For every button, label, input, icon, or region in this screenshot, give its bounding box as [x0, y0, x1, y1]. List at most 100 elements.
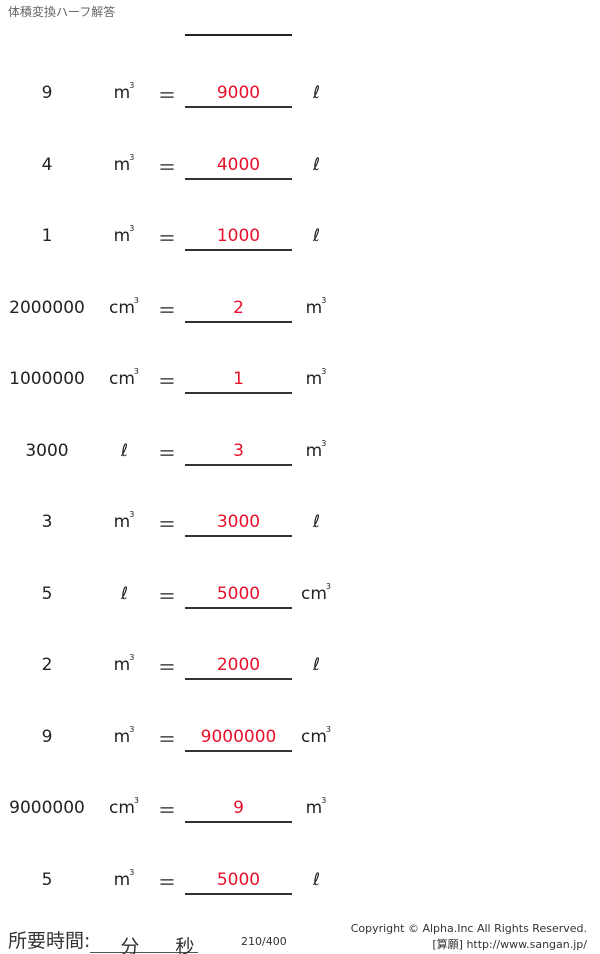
problem-row: 4 m3 ＝ 4000 ℓ: [0, 153, 600, 185]
from-unit-exponent: 3: [133, 796, 139, 805]
answer-field[interactable]: 1: [185, 369, 292, 394]
given-value: 2000000: [9, 297, 85, 318]
to-unit-symbol: m: [305, 440, 323, 461]
answer-field[interactable]: 2: [185, 298, 292, 323]
equals-sign: ＝: [158, 372, 176, 393]
to-unit-exponent: 3: [321, 796, 327, 805]
worksheet-title: 体積変換ハーフ解答: [8, 5, 116, 19]
from-unit-exponent: 3: [133, 295, 139, 305]
to-unit: ℓ: [296, 655, 336, 675]
from-unit-exponent: 3: [129, 653, 135, 662]
problem-row: 5 m3 ＝ 5000 ℓ: [0, 867, 600, 900]
site-link[interactable]: [算願] http://www.sangan.jp/: [432, 938, 587, 951]
from-unit-symbol: cm: [108, 369, 135, 389]
to-unit-exponent: 3: [321, 295, 327, 305]
page-number: 210/400: [241, 935, 287, 948]
given-value: 1000000: [9, 369, 85, 389]
from-unit-exponent: 3: [129, 224, 135, 233]
from-unit: cm3: [104, 295, 144, 318]
from-unit-exponent: 3: [129, 724, 135, 734]
equals-sign: ＝: [158, 86, 176, 107]
from-unit-exponent: 3: [129, 510, 135, 519]
problem-row: 1 m3 ＝ 1000 ℓ: [0, 224, 600, 256]
equals-sign: ＝: [158, 729, 176, 751]
answer-field[interactable]: 5000: [185, 870, 292, 895]
copyright-text: Copyright © Alpha.Inc All Rights Reserve…: [350, 922, 587, 935]
time-label: 所要時間:: [8, 930, 91, 952]
equals-sign: ＝: [158, 872, 176, 894]
to-unit-exponent: 3: [325, 724, 331, 734]
from-unit-symbol: m: [113, 83, 131, 103]
from-unit-exponent: 3: [129, 867, 135, 877]
problem-row: 3 m3 ＝ 3000 ℓ: [0, 510, 600, 542]
from-unit-exponent: 3: [129, 81, 135, 90]
from-unit: cm3: [104, 796, 144, 818]
from-unit: m3: [104, 653, 144, 675]
given-value: 1: [41, 226, 53, 246]
equals-sign: ＝: [158, 658, 176, 679]
answer-field[interactable]: 1000: [185, 226, 292, 251]
from-unit-symbol: ℓ: [120, 583, 129, 604]
equals-sign: ＝: [158, 443, 176, 465]
given-value: 9: [41, 726, 53, 747]
from-unit-symbol: cm: [108, 798, 135, 818]
to-unit: ℓ: [296, 155, 336, 175]
equals-sign: ＝: [158, 515, 176, 536]
from-unit-symbol: m: [113, 869, 131, 890]
equals-sign: ＝: [158, 229, 176, 250]
given-value: 4: [41, 154, 53, 175]
from-unit-symbol: m: [113, 226, 131, 246]
to-unit: ℓ: [296, 512, 336, 532]
answer-field[interactable]: 2000: [185, 655, 292, 680]
answer-field[interactable]: 9000: [185, 83, 292, 108]
answer-field[interactable]: 9000000: [185, 727, 292, 752]
problem-row: 9 m3 ＝ 9000 ℓ: [0, 81, 600, 113]
from-unit-exponent: 3: [133, 367, 139, 376]
problem-row: 9 m3 ＝ 9000000 cm3: [0, 724, 600, 757]
answer-field[interactable]: 3: [185, 441, 292, 466]
from-unit-symbol: m: [113, 512, 131, 532]
to-unit: cm3: [296, 582, 336, 604]
time-field[interactable]: 分秒: [90, 932, 199, 954]
to-unit: ℓ: [296, 83, 336, 103]
problem-row: 2 m3 ＝ 2000 ℓ: [0, 653, 600, 685]
given-value: 9: [41, 83, 53, 103]
problem-row: 3000 ℓ ＝ 3 m3: [0, 439, 600, 471]
answer-field[interactable]: 9: [185, 798, 292, 823]
problem-row: 2000000 cm3 ＝ 2 m3: [0, 295, 600, 328]
from-unit: m3: [104, 153, 144, 175]
equals-sign: ＝: [158, 586, 176, 608]
from-unit: cm3: [104, 367, 144, 389]
to-unit: cm3: [296, 724, 336, 747]
answer-field[interactable]: 3000: [185, 512, 292, 537]
to-unit-symbol: m: [305, 369, 323, 389]
from-unit: m3: [104, 510, 144, 532]
given-value: 3: [41, 512, 53, 532]
seconds-label: 秒: [175, 936, 195, 954]
from-unit-symbol: cm: [108, 297, 135, 318]
to-unit-symbol: m: [305, 297, 323, 318]
to-unit: ℓ: [296, 226, 336, 246]
equals-sign: ＝: [158, 300, 176, 322]
from-unit-symbol: m: [113, 726, 131, 747]
problem-row: 9000000 cm3 ＝ 9 m3: [0, 796, 600, 828]
equals-sign: ＝: [158, 801, 176, 822]
to-unit-symbol: m: [305, 798, 323, 818]
from-unit: m3: [104, 867, 144, 890]
to-unit: m3: [296, 796, 336, 818]
to-unit-symbol: cm: [300, 726, 327, 747]
from-unit: ℓ: [104, 441, 144, 461]
to-unit-symbol: ℓ: [312, 226, 321, 246]
answer-field[interactable]: 5000: [185, 584, 292, 609]
from-unit-symbol: m: [113, 655, 131, 675]
to-unit: m3: [296, 439, 336, 461]
from-unit: m3: [104, 724, 144, 747]
to-unit-exponent: 3: [321, 367, 327, 376]
answer-field[interactable]: 4000: [185, 155, 292, 180]
to-unit: m3: [296, 367, 336, 389]
from-unit: m3: [104, 81, 144, 103]
to-unit-symbol: cm: [300, 583, 327, 604]
minutes-label: 分: [120, 936, 140, 954]
to-unit: m3: [296, 295, 336, 318]
